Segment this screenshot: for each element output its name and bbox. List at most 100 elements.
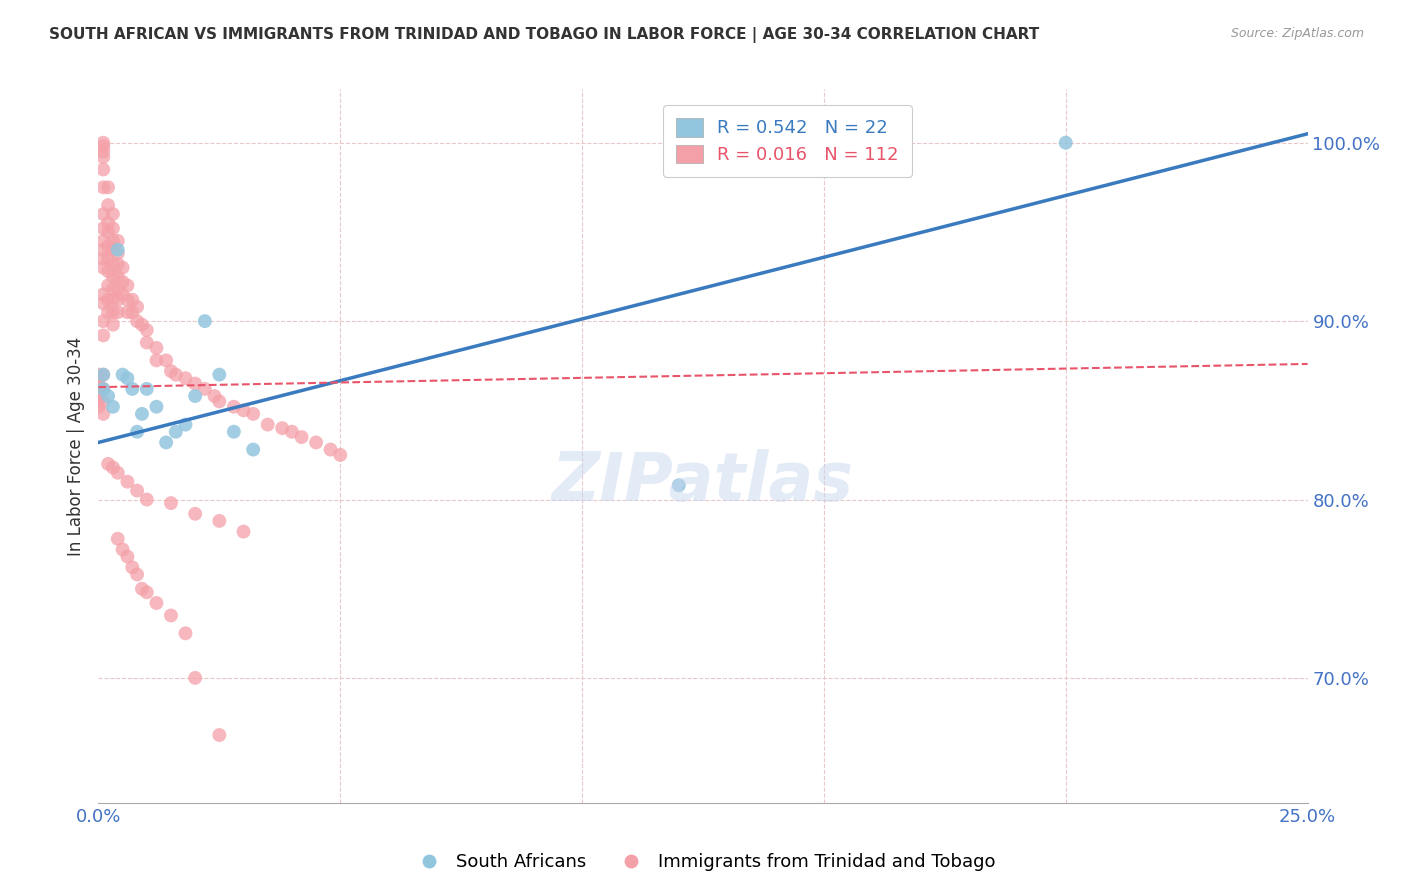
Point xyxy=(107,466,129,480)
Point xyxy=(101,207,124,221)
Point xyxy=(87,400,110,414)
Point xyxy=(107,282,129,296)
Point xyxy=(91,368,114,382)
Point xyxy=(91,328,114,343)
Text: ZIPatlas: ZIPatlas xyxy=(553,449,853,515)
Point xyxy=(242,442,264,457)
Point xyxy=(91,162,114,177)
Point xyxy=(91,368,114,382)
Point xyxy=(131,582,153,596)
Point xyxy=(208,514,231,528)
Point xyxy=(87,389,110,403)
Point xyxy=(165,368,187,382)
Point xyxy=(87,376,110,391)
Point xyxy=(117,475,139,489)
Point xyxy=(101,269,124,284)
Point xyxy=(1054,136,1077,150)
Point xyxy=(305,435,328,450)
Point xyxy=(91,207,114,221)
Point xyxy=(319,442,342,457)
Point xyxy=(111,368,134,382)
Point xyxy=(91,145,114,159)
Point xyxy=(194,382,217,396)
Point xyxy=(204,389,226,403)
Point xyxy=(87,382,110,396)
Point xyxy=(242,407,264,421)
Point xyxy=(145,596,167,610)
Point xyxy=(91,260,114,275)
Point xyxy=(145,400,167,414)
Point xyxy=(121,305,143,319)
Point xyxy=(87,368,110,382)
Point xyxy=(127,300,149,314)
Point xyxy=(135,492,157,507)
Point xyxy=(174,626,197,640)
Point xyxy=(111,287,134,301)
Point xyxy=(135,323,157,337)
Point xyxy=(101,293,124,307)
Point xyxy=(208,394,231,409)
Point xyxy=(135,335,157,350)
Point xyxy=(101,282,124,296)
Point xyxy=(87,389,110,403)
Point xyxy=(97,264,120,278)
Point xyxy=(97,252,120,266)
Point xyxy=(101,400,124,414)
Point xyxy=(91,136,114,150)
Point xyxy=(117,293,139,307)
Point xyxy=(121,560,143,574)
Point xyxy=(127,483,149,498)
Point xyxy=(101,305,124,319)
Point xyxy=(208,728,231,742)
Point xyxy=(91,243,114,257)
Text: SOUTH AFRICAN VS IMMIGRANTS FROM TRINIDAD AND TOBAGO IN LABOR FORCE | AGE 30-34 : SOUTH AFRICAN VS IMMIGRANTS FROM TRINIDA… xyxy=(49,27,1039,43)
Point xyxy=(107,234,129,248)
Point xyxy=(101,234,124,248)
Point xyxy=(91,234,114,248)
Legend: South Africans, Immigrants from Trinidad and Tobago: South Africans, Immigrants from Trinidad… xyxy=(404,847,1002,879)
Point xyxy=(127,314,149,328)
Point xyxy=(101,243,124,257)
Point xyxy=(208,368,231,382)
Point xyxy=(101,221,124,235)
Point xyxy=(97,278,120,293)
Point xyxy=(111,542,134,557)
Point xyxy=(127,425,149,439)
Point xyxy=(117,549,139,564)
Point xyxy=(184,376,207,391)
Point xyxy=(232,403,254,417)
Point xyxy=(107,269,129,284)
Point xyxy=(194,314,217,328)
Point xyxy=(160,364,183,378)
Point xyxy=(91,150,114,164)
Point xyxy=(91,180,114,194)
Point xyxy=(91,382,114,396)
Point xyxy=(165,425,187,439)
Point xyxy=(107,246,129,260)
Point xyxy=(91,252,114,266)
Point xyxy=(107,532,129,546)
Point xyxy=(222,400,245,414)
Point xyxy=(107,293,129,307)
Point xyxy=(174,417,197,432)
Point xyxy=(222,425,245,439)
Point xyxy=(97,225,120,239)
Point xyxy=(101,318,124,332)
Point xyxy=(97,389,120,403)
Point xyxy=(107,257,129,271)
Point xyxy=(111,275,134,289)
Point xyxy=(184,507,207,521)
Point xyxy=(91,394,114,409)
Point xyxy=(87,380,110,394)
Point xyxy=(135,585,157,599)
Point xyxy=(91,296,114,310)
Point xyxy=(160,608,183,623)
Point xyxy=(160,496,183,510)
Point xyxy=(107,243,129,257)
Point xyxy=(668,478,690,492)
Point xyxy=(111,260,134,275)
Text: Source: ZipAtlas.com: Source: ZipAtlas.com xyxy=(1230,27,1364,40)
Legend: R = 0.542   N = 22, R = 0.016   N = 112: R = 0.542 N = 22, R = 0.016 N = 112 xyxy=(664,105,911,177)
Point xyxy=(101,460,124,475)
Point xyxy=(145,353,167,368)
